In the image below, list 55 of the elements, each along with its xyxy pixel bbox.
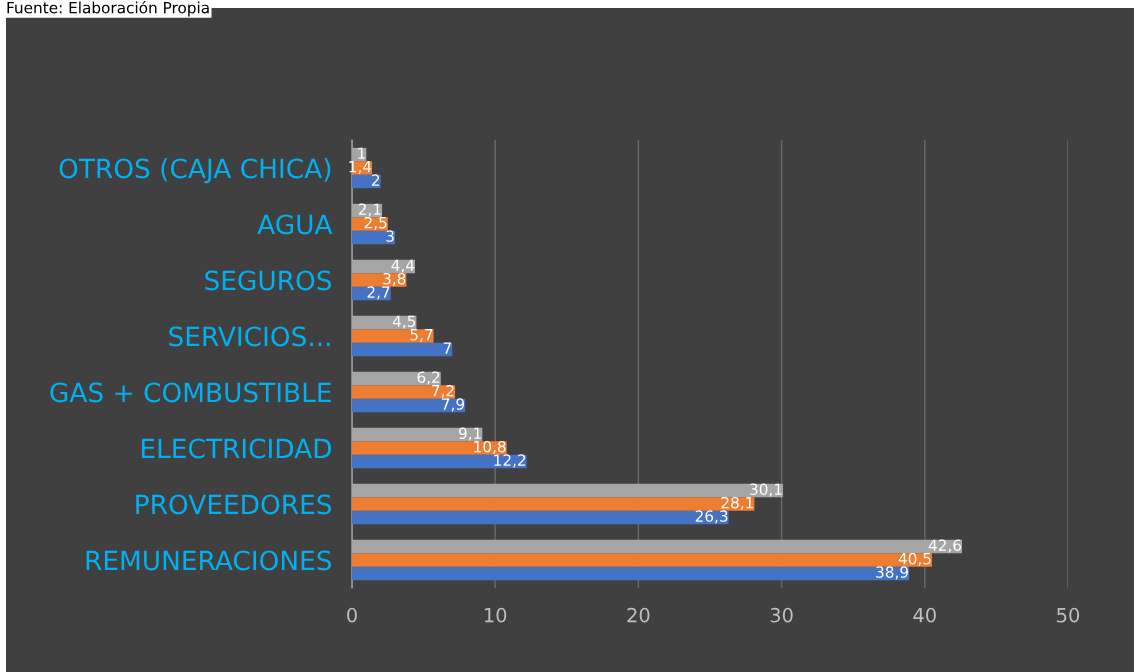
data-label: 38,9: [876, 566, 908, 580]
bar: [352, 230, 395, 245]
data-label: 28,1: [721, 496, 753, 510]
y-tick-label: GAS + COMBUSTIBLE: [50, 382, 331, 403]
bar: [352, 273, 407, 287]
data-label: 2,5: [364, 216, 387, 230]
source-note: Fuente: Elaboración Propia: [7, 1, 209, 17]
data-label: 12,2: [494, 454, 526, 468]
x-tick-label: 0: [347, 607, 357, 623]
data-label: 2,7: [367, 286, 390, 300]
bar: [352, 329, 434, 343]
x-tick-label: 10: [484, 607, 507, 623]
x-tick-label: 20: [627, 607, 650, 623]
data-label: 7,2: [432, 384, 454, 398]
bar: [352, 427, 483, 442]
data-label: 4,4: [391, 259, 415, 273]
data-label: 40,5: [898, 552, 931, 566]
data-label: 42,6: [928, 539, 962, 553]
x-tick-label: 30: [770, 607, 793, 623]
bar: [352, 217, 388, 231]
data-label: 4,5: [392, 315, 416, 329]
y-tick-label: OTROS (CAJA CHICA): [59, 158, 331, 184]
data-label: 7,9: [442, 398, 465, 412]
data-label: 7: [443, 342, 451, 354]
data-label: 2,1: [358, 203, 381, 217]
y-tick-label: PROVEEDORES: [136, 494, 332, 515]
data-label: 9,1: [458, 427, 481, 441]
bar: [352, 385, 456, 399]
data-label: 1: [358, 147, 365, 159]
data-label: 26,3: [695, 510, 728, 524]
x-tick-label: 50: [1057, 607, 1080, 623]
bar: [352, 371, 441, 386]
y-tick-label: AGUA: [257, 214, 333, 235]
bar: [352, 483, 784, 498]
y-tick-label: SERVICIOS...: [169, 326, 330, 347]
x-tick-label: 40: [913, 607, 936, 623]
bar: [352, 398, 466, 413]
bar: [352, 566, 910, 581]
data-label: 3: [386, 230, 394, 242]
bar: [352, 539, 963, 554]
bar: [352, 441, 507, 455]
bar: [352, 342, 453, 357]
y-tick-label: SEGUROS: [205, 270, 332, 291]
bar: [352, 553, 932, 567]
data-label: 6,2: [417, 371, 440, 385]
bar: [352, 510, 729, 525]
data-label: 5,7: [410, 329, 433, 342]
y-tick-label: ELECTRICIDAD: [141, 438, 331, 459]
data-label: 30,1: [750, 483, 782, 497]
data-label: 3,8: [383, 272, 406, 286]
data-label: 2: [372, 174, 380, 186]
data-label: 10,8: [474, 440, 506, 454]
bar: [352, 497, 755, 511]
bar: [352, 454, 527, 469]
y-tick-label: REMUNERACIONES: [86, 550, 332, 571]
